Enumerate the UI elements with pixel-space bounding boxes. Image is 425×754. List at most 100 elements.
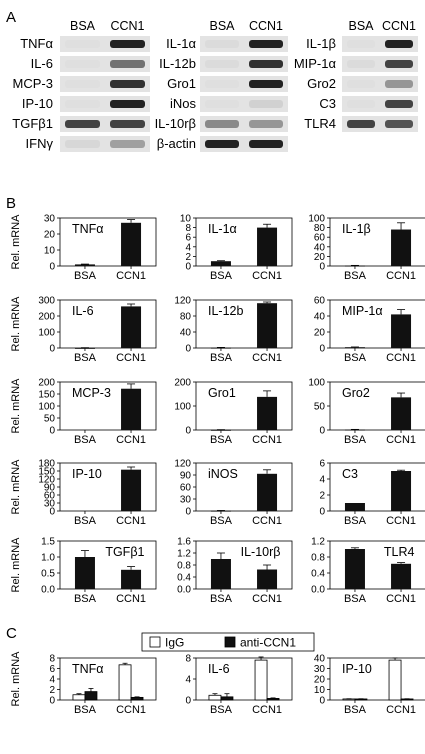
bar-ccn1 bbox=[121, 306, 142, 348]
chart-title: IP-10 bbox=[72, 467, 102, 481]
y-tick-label: 30 bbox=[44, 214, 56, 225]
y-tick-label: 40 bbox=[314, 654, 326, 665]
chart-tlr4: 0.0 0.4 0.8 1.2 BSA CCN1 TLR4 bbox=[311, 537, 425, 605]
gel-band-ccn1 bbox=[385, 120, 413, 128]
gel-band-ccn1 bbox=[385, 40, 413, 48]
chart-title: IL-1α bbox=[208, 222, 237, 236]
y-tick-label: 100 bbox=[38, 328, 55, 339]
gel-band-ccn1 bbox=[110, 120, 145, 128]
x-tick-label-ccn1: CCN1 bbox=[116, 704, 146, 716]
chart-title: TNFα bbox=[72, 222, 104, 236]
y-tick-label: 0 bbox=[319, 696, 325, 707]
y-tick-label: 6 bbox=[49, 664, 55, 675]
x-tick-label-bsa: BSA bbox=[344, 593, 367, 605]
y-tick-label: 20 bbox=[44, 230, 56, 241]
chart-title: IP-10 bbox=[342, 662, 372, 676]
bar-ccn1 bbox=[391, 397, 412, 430]
x-tick-label-ccn1: CCN1 bbox=[116, 270, 146, 282]
y-tick-label: 30 bbox=[44, 499, 56, 510]
x-tick-label-bsa: BSA bbox=[74, 593, 97, 605]
bar-bsa bbox=[210, 429, 231, 431]
chart-title: IL-6 bbox=[72, 304, 94, 318]
y-tick-label: 90 bbox=[44, 483, 56, 494]
x-tick-label-ccn1: CCN1 bbox=[116, 434, 146, 446]
gel-lane-label: BSA bbox=[70, 19, 96, 33]
gel-band-ccn1 bbox=[385, 100, 413, 108]
y-tick-label: 1.5 bbox=[41, 537, 55, 548]
y-tick-label: 120 bbox=[174, 459, 191, 470]
bar-ccn1 bbox=[257, 227, 278, 266]
y-tick-label: 40 bbox=[314, 242, 326, 253]
bar-anti-ccn1-ccn1 bbox=[266, 698, 280, 701]
gel-panel: BSA CCN1 TNFα IL-6 MCP-3 IP-10 TGFβ1 IFNγ BSA CCN… bbox=[12, 19, 418, 152]
bar-anti-ccn1-bsa bbox=[220, 696, 234, 701]
chart-il-12b: 0 40 80 120 BSA CCN1 IL-12b bbox=[174, 296, 293, 364]
gel-band-bsa bbox=[347, 100, 375, 108]
bar-ccn1 bbox=[391, 314, 412, 348]
y-tick-label: 8 bbox=[185, 654, 191, 665]
bar-bsa bbox=[74, 557, 95, 589]
y-tick-label: 80 bbox=[180, 312, 192, 323]
bar-anti-ccn1-bsa bbox=[84, 691, 98, 701]
y-tick-label: 0 bbox=[185, 507, 191, 518]
bar-ccn1 bbox=[121, 388, 142, 430]
bar-bsa bbox=[74, 347, 95, 349]
y-tick-label: 0 bbox=[185, 696, 191, 707]
x-tick-label-bsa: BSA bbox=[74, 515, 97, 527]
y-tick-label: 1.0 bbox=[41, 553, 55, 564]
y-axis-label: Rel. mRNA bbox=[10, 378, 22, 434]
bar-bsa bbox=[210, 347, 231, 349]
gel-strip bbox=[200, 96, 288, 112]
x-tick-label-bsa: BSA bbox=[210, 434, 233, 446]
chart-frame bbox=[59, 540, 157, 590]
x-tick-label-bsa: BSA bbox=[344, 515, 367, 527]
chart-gro2: 0 50 100 BSA CCN1 Gro2 bbox=[308, 378, 425, 446]
chart-title: IL-12b bbox=[208, 304, 243, 318]
y-tick-label: 20 bbox=[314, 252, 326, 263]
y-tick-label: 100 bbox=[308, 378, 325, 389]
y-tick-label: 100 bbox=[38, 402, 55, 413]
gel-band-bsa bbox=[205, 100, 239, 108]
chart-title: IL-10rβ bbox=[241, 545, 281, 559]
bar-ccn1 bbox=[391, 229, 412, 266]
gel-gene-label-c3: C3 bbox=[319, 96, 336, 111]
y-axis-label: Rel. mRNA bbox=[10, 459, 22, 515]
gel-gene-label-tgfbeta1: TGFβ1 bbox=[12, 116, 53, 131]
gel-band-bsa bbox=[205, 40, 239, 48]
bar-ccn1 bbox=[257, 569, 278, 589]
y-tick-label: 1.6 bbox=[177, 537, 191, 548]
gel-band-bsa bbox=[65, 40, 100, 48]
bar-igg-bsa bbox=[208, 694, 222, 701]
y-tick-label: 4 bbox=[185, 675, 191, 686]
y-axis-label: Rel. mRNA bbox=[10, 214, 22, 270]
x-tick-label-ccn1: CCN1 bbox=[386, 515, 416, 527]
bar-ccn1 bbox=[121, 222, 142, 266]
y-tick-label: 200 bbox=[38, 378, 55, 389]
y-tick-label: 90 bbox=[180, 471, 192, 482]
y-tick-label: 30 bbox=[314, 664, 326, 675]
y-tick-label: 10 bbox=[44, 246, 56, 257]
y-tick-label: 80 bbox=[314, 223, 326, 234]
y-tick-label: 120 bbox=[38, 475, 55, 486]
y-tick-label: 50 bbox=[314, 402, 326, 413]
chart-title: MIP-1α bbox=[342, 304, 383, 318]
gel-gene-label-gro1: Gro1 bbox=[167, 76, 196, 91]
x-tick-label-ccn1: CCN1 bbox=[386, 434, 416, 446]
y-axis-label: Rel. mRNA bbox=[10, 651, 22, 707]
x-tick-label-bsa: BSA bbox=[74, 352, 97, 364]
y-tick-label: 0.4 bbox=[311, 569, 325, 580]
gel-band-bsa bbox=[347, 120, 375, 128]
chart-frame bbox=[329, 217, 425, 267]
y-tick-label: 60 bbox=[44, 491, 56, 502]
y-tick-label: 0 bbox=[319, 426, 325, 437]
y-tick-label: 0 bbox=[319, 344, 325, 355]
gel-band-bsa bbox=[65, 100, 100, 108]
y-tick-label: 6 bbox=[319, 459, 325, 470]
gel-band-bsa bbox=[65, 140, 100, 148]
x-tick-label-ccn1: CCN1 bbox=[386, 593, 416, 605]
bar-ccn1 bbox=[391, 471, 412, 511]
